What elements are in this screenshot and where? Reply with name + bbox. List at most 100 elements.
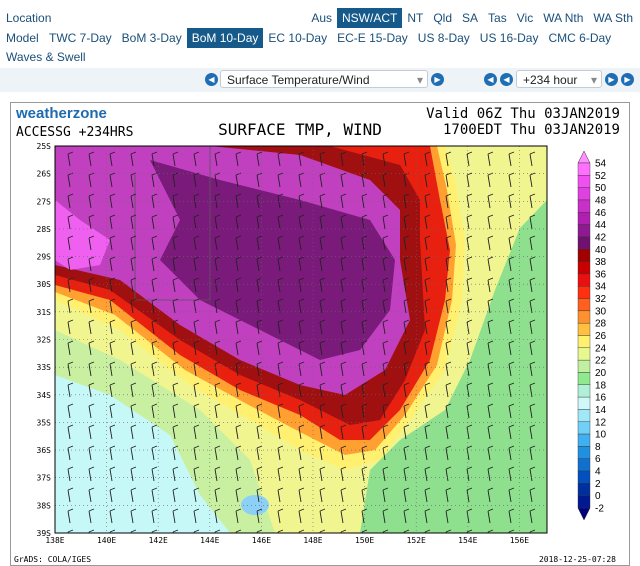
colorbar-label: 28 (595, 319, 607, 330)
model-tabs: TWC 7-Day BoM 3-Day BoM 10-Day EC 10-Day EC-… (44, 28, 616, 48)
region-tabs: Aus NSW/ACT NT Qld SA Tas Vic WA Nth WA Sth (306, 8, 638, 28)
prev-hour[interactable]: ◀ (500, 73, 513, 86)
model-run: ACCESSG +234HRS (16, 125, 133, 140)
model-label: Model (6, 31, 39, 45)
colorbar-swatch (577, 286, 591, 299)
lon-label: 146E (252, 536, 271, 545)
colorbar-swatch (577, 483, 591, 496)
colorbar-swatch (577, 273, 591, 287)
first-hour[interactable]: ◀ (484, 73, 497, 86)
region-tab[interactable]: SA (462, 11, 479, 25)
colorbar-swatch (577, 175, 591, 188)
colorbar-label: 30 (595, 306, 607, 317)
colorbar-swatch (577, 470, 591, 484)
product-select[interactable]: Surface Temperature/Wind (220, 70, 428, 89)
temperature-field (55, 146, 547, 533)
last-hour[interactable]: ▶ (621, 73, 634, 86)
colorbar-swatch (577, 421, 591, 435)
colorbar-label: 14 (595, 405, 607, 416)
colorbar-cap (577, 507, 591, 521)
lon-label: 144E (200, 536, 219, 545)
next-product[interactable]: ▶ (431, 73, 444, 86)
waves-link[interactable]: Waves & Swell (6, 50, 86, 64)
colorbar-swatch (577, 249, 591, 262)
colorbar-swatch (577, 446, 591, 459)
colorbar-label: 52 (595, 171, 607, 182)
footer-left: GrADS: COLA/IGES (14, 555, 91, 564)
colorbar-label: 24 (595, 343, 607, 354)
model-tab[interactable]: US 8-Day (417, 31, 470, 45)
colorbar-swatch (577, 224, 591, 238)
lat-label: 28S (37, 225, 52, 234)
lat-label: 34S (37, 391, 52, 400)
region-tab[interactable]: Tas (488, 11, 507, 25)
brand: weatherzone (15, 105, 107, 122)
colorbar-label: 36 (595, 269, 607, 280)
lat-label: 36S (37, 446, 52, 455)
colorbar-swatch (577, 396, 591, 410)
colorbar-label: 18 (595, 380, 607, 391)
region-tab[interactable]: NT (407, 11, 424, 25)
prev-product[interactable]: ◀ (205, 73, 218, 86)
map-grid: 25S 26S 27S 28S 29S 30S 31S 32S 33S 34S 35S 36S 37S 3… (37, 142, 547, 545)
next-hour[interactable]: ▶ (605, 73, 618, 86)
colorbar-swatch (577, 347, 591, 361)
colorbar-swatch (577, 236, 591, 250)
colorbar-swatch (577, 212, 591, 225)
colorbar-label: 6 (595, 454, 601, 465)
location-row: Location Aus NSW/ACT NT Qld SA Tas Vic WA Nth WA… (0, 8, 640, 28)
controls-bar: ◀ Surface Temperature/Wind ▶ ◀ ◀ +234 ho… (0, 68, 640, 92)
hour-select[interactable]: +234 hour (516, 70, 602, 89)
colorbar-swatch (577, 187, 591, 201)
model-tab[interactable]: CMC 6-Day (548, 31, 612, 45)
colorbar-label: 48 (595, 195, 607, 206)
colorbar-swatch (577, 372, 591, 385)
valid-local: 1700EDT Thu 03JAN2019 (443, 122, 620, 138)
lat-label: 39S (37, 529, 52, 538)
colorbar-label: 22 (595, 356, 607, 367)
colorbar-label: 32 (595, 294, 607, 305)
colorbar-label: 26 (595, 331, 607, 342)
lat-label: 38S (37, 501, 52, 510)
colorbar-label: 20 (595, 368, 607, 379)
lat-label: 37S (37, 474, 52, 483)
colorbar-label: 50 (595, 183, 607, 194)
colorbar-swatch (577, 199, 591, 213)
model-tab[interactable]: BoM 10-Day (186, 28, 264, 48)
region-tab[interactable]: Qld (433, 11, 453, 25)
region-tab[interactable]: Aus (311, 11, 332, 25)
colorbar-label: 0 (595, 491, 601, 502)
colorbar-label: 40 (595, 245, 607, 256)
lat-label: 33S (37, 363, 52, 372)
colorbar-label: 8 (595, 442, 601, 453)
model-tab[interactable]: US 16-Day (479, 31, 539, 45)
lat-label: 25S (37, 142, 52, 151)
colorbar-label: 10 (595, 430, 607, 441)
colorbar-cap (577, 150, 591, 164)
region-tab[interactable]: NSW/ACT (337, 8, 403, 28)
footer-right: 2018-12-25-07:28 (539, 555, 616, 564)
lat-label: 30S (37, 280, 52, 289)
extra-row: Waves & Swell (0, 47, 640, 67)
colorbar-label: 16 (595, 393, 607, 404)
lon-label: 138E (45, 536, 64, 545)
model-tab[interactable]: EC-E 15-Day (337, 31, 408, 45)
colorbar-label: 38 (595, 257, 607, 268)
model-tab[interactable]: BoM 3-Day (121, 31, 182, 45)
region-tab[interactable]: Vic (516, 11, 534, 25)
colorbar-swatch (577, 359, 591, 373)
colorbar-swatch (577, 310, 591, 324)
colorbar-label: 12 (595, 417, 607, 428)
lon-label: 156E (510, 536, 529, 545)
region-tab[interactable]: WA Sth (593, 11, 633, 25)
region-tab[interactable]: WA Nth (543, 11, 584, 25)
lat-label: 35S (37, 418, 52, 427)
lon-label: 140E (97, 536, 116, 545)
location-label: Location (6, 11, 52, 25)
colorbar-label: 4 (595, 467, 601, 478)
model-tab[interactable]: EC 10-Day (268, 31, 328, 45)
lat-label: 29S (37, 253, 52, 262)
model-tab[interactable]: TWC 7-Day (49, 31, 112, 45)
colorbar-swatch (577, 409, 591, 422)
